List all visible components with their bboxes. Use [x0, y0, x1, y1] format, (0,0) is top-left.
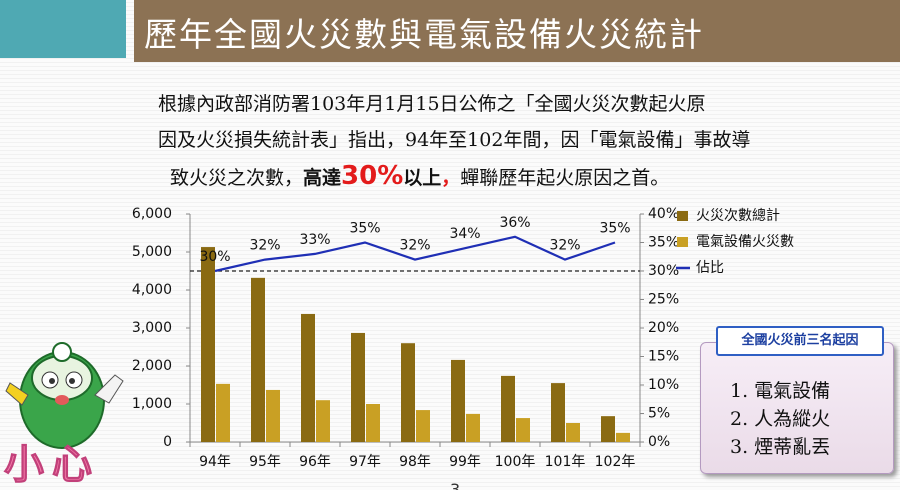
y-tick-label: 1,000 [132, 396, 172, 412]
y-tick-label: 3,000 [132, 320, 172, 336]
cause-item: 2. 人為縱火 [730, 408, 831, 430]
bar [351, 332, 365, 442]
mascot [5, 342, 124, 449]
line [214, 235, 616, 273]
emphasis: 以上 [403, 167, 442, 189]
legend-label: 佔比 [696, 260, 724, 276]
paragraph: 根據內政部消防署103年月1月15日公佈之「全國火災次數起火原 因及火災損失統計… [158, 86, 750, 196]
data-label: 32% [399, 238, 430, 254]
text: 致火災之次數， [170, 167, 304, 189]
y2-tick-label: 0% [648, 434, 670, 450]
y-tick-label: 6,000 [132, 206, 172, 222]
accent-block [0, 0, 126, 58]
emphasis: 高達 [303, 167, 342, 189]
y-tick-label: 5,000 [132, 244, 172, 260]
data-label: 33% [299, 232, 330, 248]
bar [216, 383, 230, 442]
y-tick-label: 4,000 [132, 282, 172, 298]
y2-tick-label: 30% [648, 263, 679, 279]
paragraph-line: 因及火災損失統計表」指出，94年至102年間，因「電氣設備」事故導 [158, 129, 751, 151]
x-tick-label: 100年 [495, 454, 536, 470]
legend-swatch [677, 211, 688, 221]
bar [416, 410, 430, 442]
bar [566, 423, 580, 442]
bar [366, 404, 380, 442]
title-band [134, 0, 900, 62]
paragraph-line: 致火災之次數，高達30%以上，蟬聯歷年起火原因之首。 [170, 158, 750, 196]
causes-box-title: 全國火災前三名起因 [716, 326, 884, 356]
y-tick-label: 2,000 [132, 358, 172, 374]
cause-item: 1. 電氣設備 [730, 380, 831, 402]
highlight: 30% [341, 161, 404, 191]
bar [451, 359, 465, 442]
bar [401, 343, 415, 442]
x-tick-label: 101年 [545, 454, 586, 470]
x-tick-label: 98年 [399, 454, 431, 470]
data-label: 30% [199, 249, 230, 265]
bar [551, 383, 565, 442]
y2-tick-label: 10% [648, 377, 679, 393]
bar [316, 400, 330, 442]
bar [301, 313, 315, 442]
data-label: 36% [499, 215, 530, 231]
y2-tick-label: 25% [648, 292, 679, 308]
text: 蟬聯歷年起火原因之首。 [460, 167, 670, 189]
cause-item: 3. 煙蒂亂丟 [730, 436, 831, 458]
y2-tick-label: 20% [648, 320, 679, 336]
data-label: 35% [349, 221, 380, 237]
page-number: 3 [450, 480, 461, 490]
x-tick-label: 96年 [299, 454, 331, 470]
x-tick-label: 99年 [449, 454, 481, 470]
bar [466, 413, 480, 442]
mascot-text: 小心 [4, 442, 100, 489]
punctuation: ， [441, 167, 461, 189]
y2-tick-label: 5% [648, 406, 670, 422]
bar [266, 389, 280, 442]
x-tick-label: 102年 [595, 454, 636, 470]
bar [601, 416, 615, 442]
legend-swatch [677, 237, 688, 247]
causes-box [700, 342, 894, 474]
bar [201, 247, 215, 442]
data-label: 35% [599, 221, 630, 237]
paragraph-line: 根據內政部消防署103年月1月15日公佈之「全國火災次數起火原 [158, 93, 706, 115]
bar [501, 375, 515, 442]
legend-label: 火災次數總計 [696, 207, 780, 224]
slide-title: 歷年全國火災數與電氣設備火災統計 [144, 15, 704, 54]
y2-tick-label: 35% [648, 235, 679, 251]
data-label: 34% [449, 226, 480, 242]
bar [616, 432, 630, 442]
data-label: 32% [249, 238, 280, 254]
bar [516, 418, 530, 442]
x-tick-label: 95年 [249, 454, 281, 470]
x-tick-label: 97年 [349, 454, 381, 470]
data-label: 32% [549, 238, 580, 254]
bar [251, 277, 265, 442]
x-tick-label: 94年 [199, 454, 231, 470]
y-tick-label: 0 [163, 434, 172, 450]
y2-tick-label: 40% [648, 206, 679, 222]
y2-tick-label: 15% [648, 349, 679, 365]
legend-label: 電氣設備火災數 [696, 234, 794, 250]
